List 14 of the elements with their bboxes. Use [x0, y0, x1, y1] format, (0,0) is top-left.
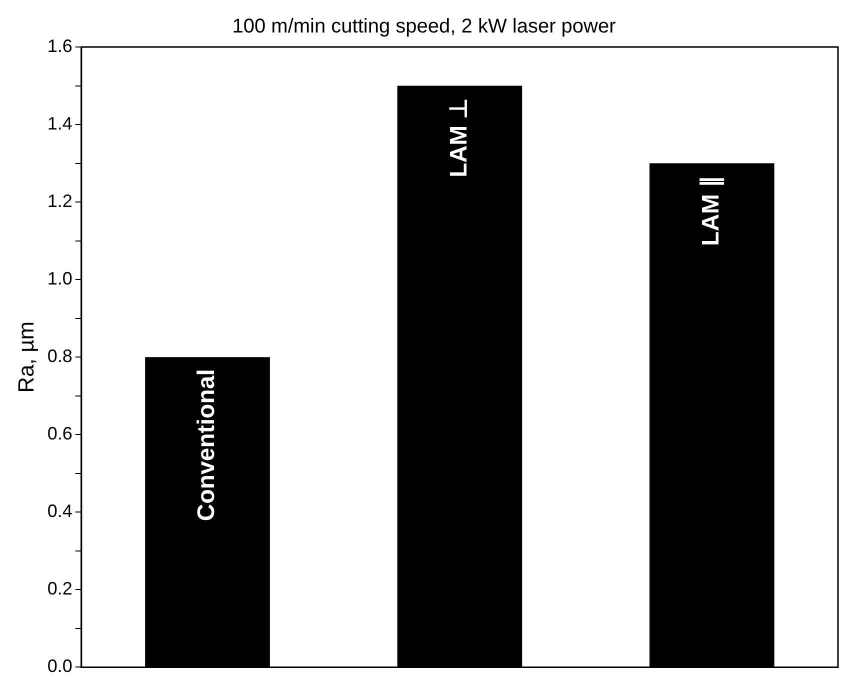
y-tick-label: 1.2 — [47, 191, 72, 212]
y-tick-label: 1.6 — [47, 36, 72, 56]
y-tick-label: 1.4 — [47, 113, 72, 134]
x-tick-label: Conventional — [193, 369, 220, 522]
y-tick-label: 0.0 — [47, 656, 72, 676]
chart-title: 100 m/min cutting speed, 2 kW laser power — [232, 16, 616, 38]
y-axis-title: Ra, µm — [13, 321, 38, 393]
y-tick-label: 1.0 — [47, 268, 72, 289]
x-tick-label: LAM ∥ — [698, 175, 725, 246]
y-tick-label: 0.6 — [47, 424, 72, 444]
y-tick-label: 0.4 — [47, 501, 72, 522]
y-tick-label: 0.2 — [47, 578, 72, 599]
y-tick-label: 0.8 — [47, 346, 72, 366]
x-tick-label: LAM ⊥ — [445, 98, 472, 178]
